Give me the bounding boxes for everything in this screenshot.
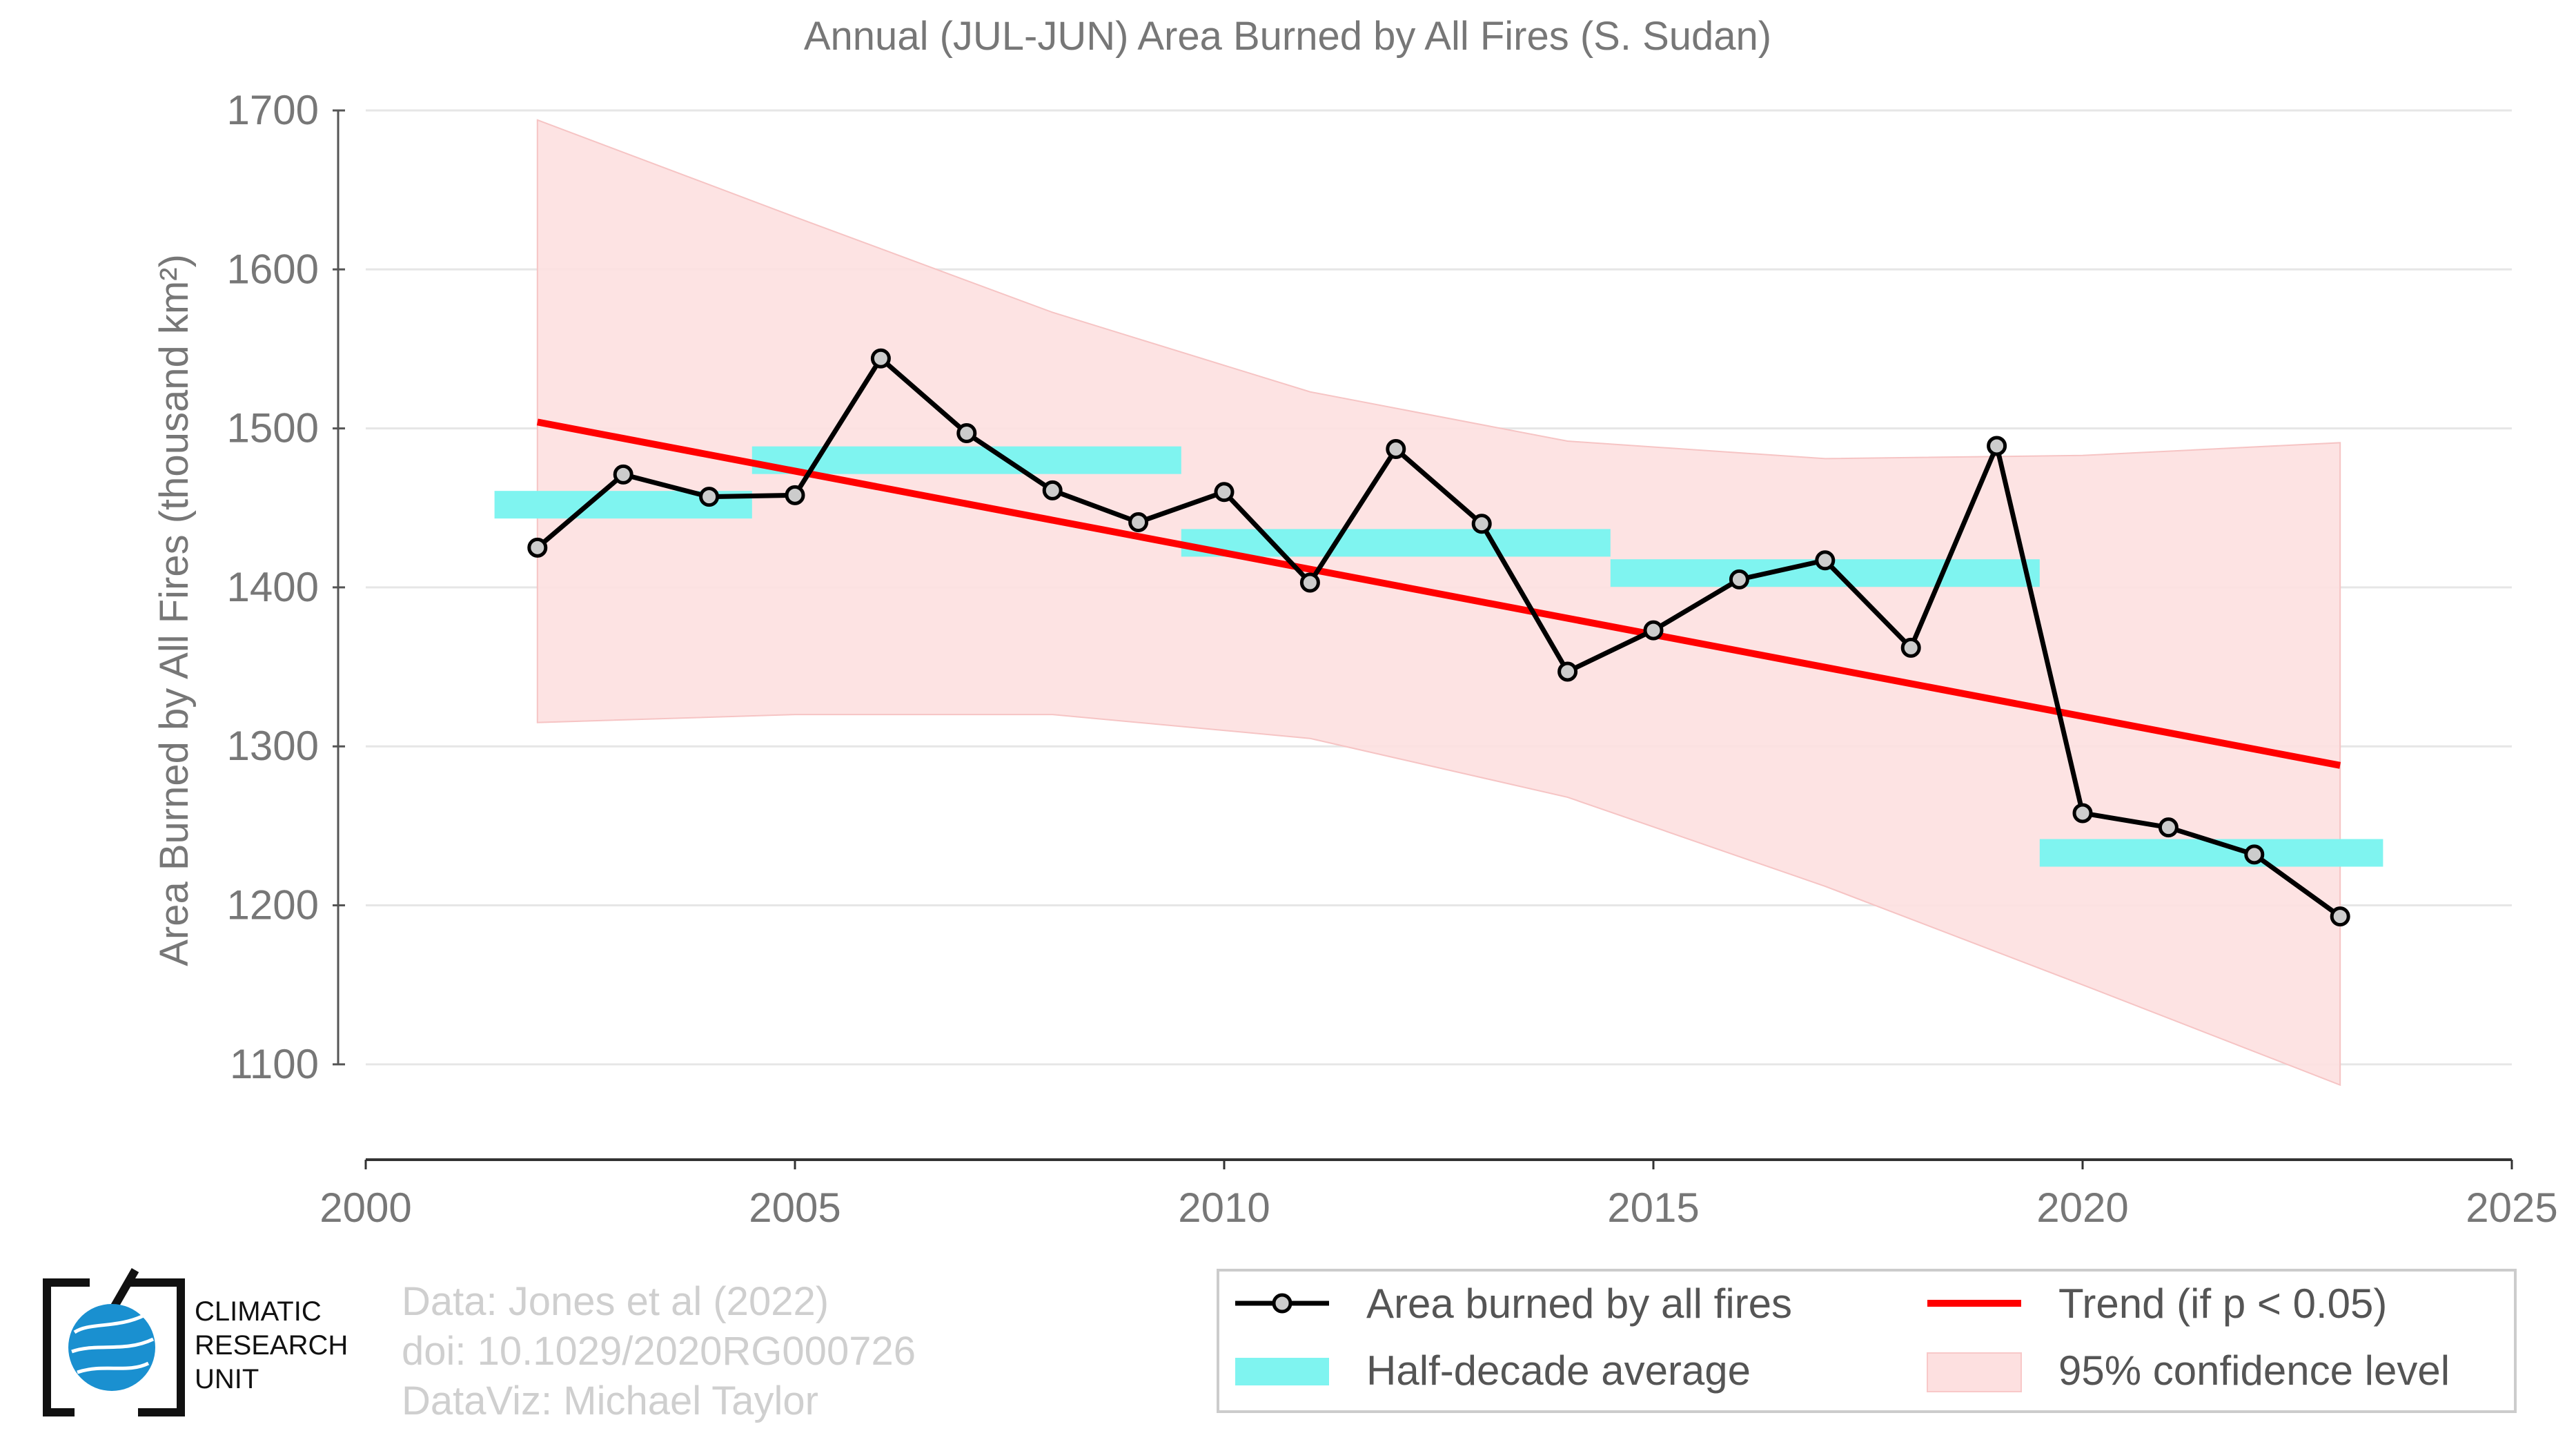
chart-title: Annual (JUL-JUN) Area Burned by All Fire…: [804, 14, 1771, 59]
half-decade-bar-2: [1181, 529, 1611, 557]
y-axis-label: Area Burned by All Fires (thousand km²): [152, 254, 197, 966]
data-point-2005: [785, 485, 805, 505]
legend-label-area: Area burned by all fires: [1366, 1280, 1792, 1327]
legend-marker-swatch: [1272, 1293, 1292, 1314]
data-point-2016: [1729, 569, 1749, 590]
confidence-band-layer: [536, 119, 2341, 1087]
legend-halfdecade-swatch: [1235, 1358, 1329, 1385]
x-tick-label-4: 2020: [2036, 1185, 2128, 1231]
data-point-2023: [2330, 906, 2350, 927]
legend: Area burned by all fires Trend (if p < 0…: [1217, 1269, 2517, 1413]
globe-swirl-icon: [71, 1313, 155, 1374]
credit-doi: doi: 10.1029/2020RG000726: [402, 1329, 916, 1374]
data-point-2018: [1900, 637, 1921, 658]
cru-logo: CLIMATIC RESEARCH UNIT: [43, 1268, 348, 1416]
x-tick-labels: 2000 2005 2010 2015 2020 2025: [319, 1185, 2557, 1231]
trend-line: [536, 418, 2341, 769]
y-tick-label-0: 1100: [230, 1041, 319, 1087]
y-tick-label-4: 1500: [227, 405, 319, 451]
data-point-2003: [613, 464, 633, 485]
data-point-2021: [2158, 817, 2179, 838]
data-point-2012: [1386, 439, 1406, 460]
x-tick-label-2: 2010: [1178, 1185, 1270, 1231]
data-point-2008: [1042, 480, 1063, 500]
data-point-2007: [956, 423, 977, 444]
data-point-2011: [1299, 572, 1320, 593]
logo-text-line1: CLIMATIC: [195, 1296, 322, 1327]
legend-band-swatch: [1927, 1352, 2022, 1392]
logo-bracket-right: [130, 1278, 185, 1416]
credit-dataviz: DataViz: Michael Taylor: [402, 1379, 818, 1423]
trend-layer: [536, 418, 2341, 769]
data-line-layer: [535, 356, 2342, 919]
data-point-2020: [2072, 803, 2093, 824]
data-point-2009: [1128, 512, 1149, 532]
y-tick-label-3: 1400: [227, 564, 319, 610]
data-point-2015: [1643, 620, 1664, 641]
legend-label-halfdecade: Half-decade average: [1366, 1347, 1751, 1394]
area-burned-line: [535, 356, 2342, 919]
x-tick-label-1: 2005: [749, 1185, 840, 1231]
credit-data: Data: Jones et al (2022): [402, 1279, 829, 1324]
credits: Data: Jones et al (2022) doi: 10.1029/20…: [402, 1279, 916, 1423]
data-point-2017: [1815, 550, 1836, 571]
legend-label-trend: Trend (if p < 0.05): [2058, 1280, 2387, 1327]
data-point-2022: [2244, 844, 2265, 865]
y-tick-label-1: 1200: [227, 882, 319, 928]
axes: [333, 109, 2513, 1169]
data-point-layer: [527, 348, 2350, 927]
x-tick-label-5: 2025: [2466, 1185, 2557, 1231]
y-tick-label-5: 1600: [227, 246, 319, 292]
logo-text-line3: UNIT: [195, 1364, 259, 1394]
data-point-2013: [1471, 514, 1492, 534]
data-point-2014: [1557, 661, 1578, 682]
x-tick-label-0: 2000: [319, 1185, 411, 1231]
confidence-band: [536, 119, 2341, 1087]
data-point-2019: [1987, 436, 2007, 456]
half-decade-bar-4: [2039, 839, 2383, 867]
data-point-2010: [1214, 482, 1235, 503]
data-point-2004: [699, 487, 720, 507]
logo-text-line2: RESEARCH: [195, 1330, 348, 1361]
legend-label-band: 95% confidence level: [2058, 1347, 2450, 1394]
y-tick-label-6: 1700: [227, 87, 319, 133]
y-tick-label-2: 1300: [227, 723, 319, 769]
data-point-2002: [527, 537, 548, 558]
logo-bracket-left: [43, 1278, 90, 1416]
data-point-2006: [870, 348, 891, 369]
legend-box: [1217, 1269, 2517, 1413]
y-tick-labels: 1100 1200 1300 1400 1500 1600 1700: [227, 87, 319, 1087]
x-tick-label-3: 2015: [1607, 1185, 1699, 1231]
